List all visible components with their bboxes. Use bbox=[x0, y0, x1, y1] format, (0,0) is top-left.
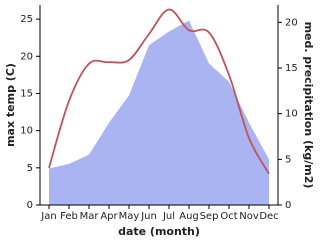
temperature-line bbox=[48, 8, 270, 175]
y-tick-label: 20 bbox=[20, 51, 33, 62]
x-tick-label: Jun bbox=[140, 211, 157, 222]
x-tick-label: Jul bbox=[162, 211, 175, 222]
y-tick-label: 0 bbox=[27, 200, 33, 211]
y2-axis-title: med. precipitation (kg/m2) bbox=[302, 22, 315, 189]
x-tick-label: Apr bbox=[100, 211, 118, 222]
x-tick-label: Sep bbox=[200, 211, 219, 222]
x-tick-label: Aug bbox=[179, 211, 199, 222]
y-tick-label: 15 bbox=[20, 88, 33, 99]
y2-tick-label: 10 bbox=[285, 109, 298, 120]
x-tick-label: Nov bbox=[239, 211, 259, 222]
y-tick-label: 5 bbox=[27, 163, 33, 174]
x-axis-title: date (month) bbox=[118, 225, 200, 238]
y-axis-title: max temp (C) bbox=[4, 63, 17, 147]
y-tick-label: 10 bbox=[20, 126, 33, 137]
x-tick-label: Jan bbox=[40, 211, 56, 222]
x-tick-label: Mar bbox=[80, 211, 100, 222]
y2-tick-label: 20 bbox=[285, 17, 298, 28]
y-tick-label: 25 bbox=[20, 14, 33, 25]
x-tick-label: Feb bbox=[60, 211, 78, 222]
x-tick-label: Dec bbox=[259, 211, 278, 222]
y2-tick-label: 15 bbox=[285, 63, 298, 74]
y2-tick-label: 5 bbox=[285, 154, 291, 165]
x-tick-label: May bbox=[119, 211, 140, 222]
x-tick-label: Oct bbox=[220, 211, 237, 222]
y2-tick-label: 0 bbox=[285, 200, 291, 211]
precipitation-area bbox=[49, 20, 269, 205]
